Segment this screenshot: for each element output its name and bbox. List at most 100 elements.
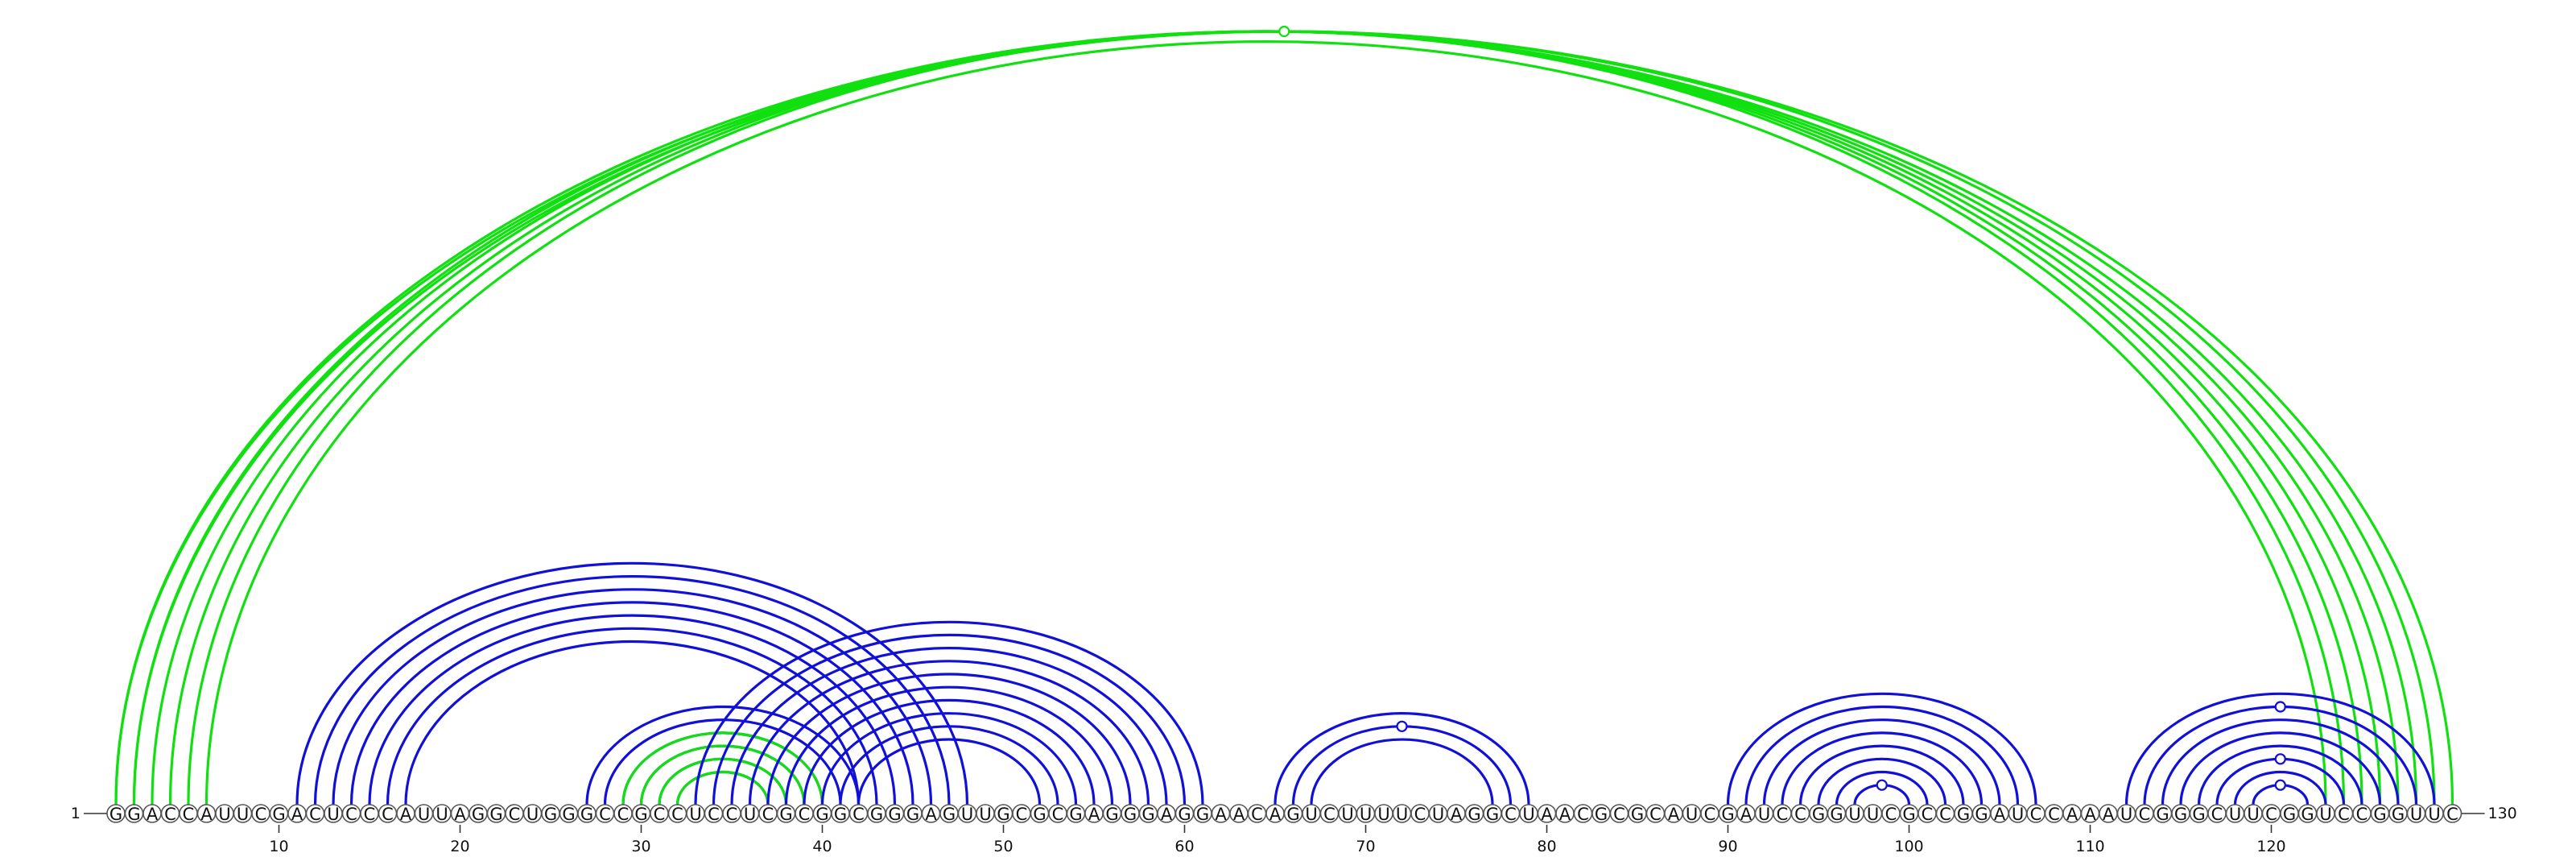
nucleotide-115: G <box>2172 805 2190 824</box>
nucleotide-83: G <box>1592 805 1610 824</box>
nucleotide-letter: G <box>997 805 1009 824</box>
nucleotide-letter: G <box>1721 805 1734 824</box>
nucleotide-114: G <box>2154 805 2172 824</box>
base-pair-arc-29-40 <box>623 733 823 805</box>
nucleotide-9: C <box>252 805 270 824</box>
nucleotide-61: G <box>1194 805 1212 824</box>
nucleotide-6: A <box>198 805 216 824</box>
nucleotide-letter: A <box>454 805 466 824</box>
nucleotide-letter: G <box>1468 805 1480 824</box>
nucleotide-letter: G <box>815 805 828 824</box>
nucleotide-letter: G <box>1957 805 1970 824</box>
nucleotide-68: C <box>1321 805 1339 824</box>
nucleotide-letter: C <box>509 805 521 824</box>
nucleotide-17: A <box>397 805 415 824</box>
nucleotide-letter: C <box>1052 805 1064 824</box>
nucleotide-letter: C <box>1577 805 1589 824</box>
nucleotide-letter: U <box>1522 805 1534 824</box>
nucleotide-letter: A <box>1541 805 1553 824</box>
nucleotide-44: G <box>886 805 904 824</box>
nucleotide-40: G <box>814 805 832 824</box>
nucleotide-letter: G <box>888 805 901 824</box>
nucleotide-117: C <box>2208 805 2226 824</box>
nucleotide-90: G <box>1719 805 1737 824</box>
nucleotide-124: C <box>2335 805 2353 824</box>
nucleotide-letter: U <box>1377 805 1389 824</box>
nucleotide-letter: G <box>1830 805 1843 824</box>
nucleotide-23: C <box>506 805 523 824</box>
nucleotide-128: U <box>2408 805 2425 824</box>
nucleotide-18: U <box>415 805 433 824</box>
loop-markers <box>1279 27 2285 790</box>
nucleotide-letter: C <box>309 805 321 824</box>
nucleotide-letter: U <box>436 805 448 824</box>
nucleotide-letter: C <box>1016 805 1028 824</box>
tick-label-80: 80 <box>1537 838 1556 855</box>
nucleotide-3: A <box>143 805 161 824</box>
nucleotide-56: G <box>1104 805 1121 824</box>
nucleotide-letter: G <box>472 805 485 824</box>
base-pair-arc-11-48 <box>297 563 968 805</box>
nucleotide-letter: G <box>1631 805 1644 824</box>
tick-label-60: 60 <box>1174 838 1194 855</box>
nucleotide-letter: C <box>852 805 865 824</box>
nucleotide-letter: G <box>1286 805 1299 824</box>
nucleotide-letter: G <box>2156 805 2169 824</box>
nucleotide-77: G <box>1484 805 1501 824</box>
nucleotide-letter: G <box>1033 805 1046 824</box>
nucleotide-letter: U <box>1341 805 1353 824</box>
nucleotide-letter: G <box>580 805 593 824</box>
nucleotide-letter: C <box>364 805 376 824</box>
nucleotide-85: G <box>1629 805 1646 824</box>
nucleotide-53: C <box>1049 805 1067 824</box>
nucleotide-28: C <box>597 805 614 824</box>
nucleotide-19: U <box>433 805 451 824</box>
nucleotide-letter: U <box>1432 805 1444 824</box>
nucleotide-letter: U <box>1305 805 1317 824</box>
nucleotide-letter: A <box>2084 805 2096 824</box>
nucleotide-letter: G <box>544 805 557 824</box>
nucleotide-letter: G <box>634 805 647 824</box>
base-pair-arc-93-104 <box>1782 733 1982 805</box>
nucleotide-95: G <box>1810 805 1827 824</box>
nucleotide-80: A <box>1538 805 1556 824</box>
nucleotide-79: U <box>1520 805 1538 824</box>
base-pair-arc-115-126 <box>2181 733 2380 805</box>
nucleotide-64: C <box>1249 805 1266 824</box>
nucleotide-letter: G <box>2192 805 2205 824</box>
nucleotide-104: G <box>1973 805 1991 824</box>
nucleotide-11: A <box>288 805 306 824</box>
nucleotide-108: C <box>2046 805 2063 824</box>
nucleotide-letter: A <box>400 805 412 824</box>
base-pair-arc-1-128 <box>116 31 2417 805</box>
nucleotide-letter: A <box>2066 805 2079 824</box>
nucleotide-12: C <box>307 805 324 824</box>
nucleotide-69: U <box>1339 805 1356 824</box>
nucleotide-86: C <box>1647 805 1665 824</box>
nucleotide-15: C <box>361 805 378 824</box>
nucleotide-letter: U <box>237 805 249 824</box>
nucleotide-letter: C <box>1505 805 1517 824</box>
nucleotide-letter: G <box>109 805 122 824</box>
nucleotide-letter: C <box>599 805 611 824</box>
nucleotide-59: A <box>1158 805 1175 824</box>
nucleotide-letter: C <box>1613 805 1625 824</box>
nucleotide-letter: U <box>2229 805 2241 824</box>
nucleotide-letter: A <box>1233 805 1245 824</box>
nucleotide-letter: C <box>2356 805 2368 824</box>
nucleotide-71: U <box>1375 805 1393 824</box>
nucleotide-letter: C <box>1939 805 1951 824</box>
nucleotide-letter: U <box>2428 805 2440 824</box>
base-pair-arc-1-130 <box>116 31 2453 805</box>
nucleotide-letter: G <box>779 805 792 824</box>
nucleotide-89: C <box>1701 805 1719 824</box>
nucleotide-letter: G <box>834 805 847 824</box>
nucleotide-letter: C <box>183 805 195 824</box>
nucleotide-35: C <box>723 805 741 824</box>
nucleotide-letter: C <box>2211 805 2223 824</box>
nucleotide-letter: A <box>1994 805 2006 824</box>
nucleotide-letter: U <box>2012 805 2024 824</box>
nucleotide-98: U <box>1864 805 1882 824</box>
nucleotide-letter: U <box>1396 805 1408 824</box>
tick-label-120: 120 <box>2256 838 2285 855</box>
